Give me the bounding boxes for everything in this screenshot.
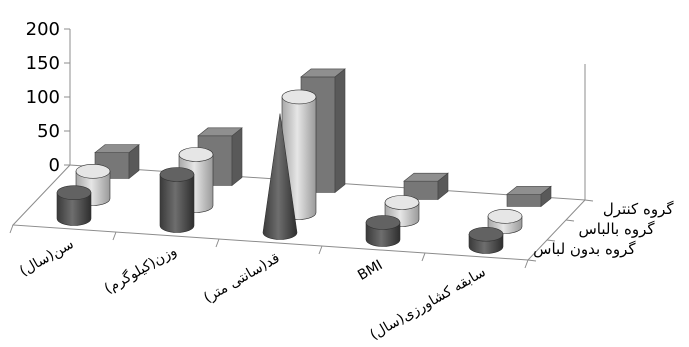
bar-cylinder	[262, 113, 298, 240]
y-tick-label: 100	[26, 87, 60, 108]
x-tick-mark	[9, 224, 14, 234]
bar-top-face	[403, 172, 449, 182]
bar-cylinder	[56, 185, 92, 226]
category-label: BMI	[355, 257, 385, 284]
bar-cylinder-top	[56, 185, 92, 200]
bar-cone-body	[262, 113, 298, 240]
x-tick-mark	[524, 259, 529, 269]
series-label: گروه کنترل	[603, 200, 675, 218]
series-label: گروه بدون لباس	[533, 240, 636, 258]
bar-cylinder-top	[487, 209, 523, 224]
depth-tick-mark	[546, 239, 556, 242]
bar-top-face	[94, 144, 140, 153]
bar-top-face	[506, 185, 552, 195]
bar-box	[403, 172, 449, 201]
bar-cylinder	[468, 226, 504, 254]
x-tick-mark	[421, 252, 426, 262]
y-tick-label: 50	[37, 121, 60, 142]
x-tick-mark	[112, 231, 117, 241]
bar-top-face	[197, 127, 243, 137]
axis-labels: 0 50 100 150 200 سن(سال) وزن(کیلوگرم) قد(سانتی …	[17, 19, 674, 343]
category-label: سابقه کشاورزی(سال)	[367, 264, 488, 343]
bar-cylinder-top	[365, 215, 401, 230]
y-tick-label: 200	[26, 19, 60, 40]
depth-tick-mark	[565, 219, 575, 222]
bar-cylinder-top	[281, 89, 317, 105]
depth-tick-mark	[584, 199, 594, 202]
y-tick-label: 150	[26, 53, 60, 74]
bar-side-face	[334, 68, 346, 194]
bar-cylinder	[487, 209, 523, 234]
chart-marks	[56, 68, 552, 254]
bar-box	[506, 185, 552, 208]
bar-cylinder-body	[159, 174, 195, 233]
bar-cylinder-top	[468, 226, 504, 242]
bar-cylinder-top	[75, 164, 111, 179]
depth-tick-mark	[527, 259, 537, 262]
category-label: سن(سال)	[17, 236, 77, 280]
bar-cylinder	[365, 215, 401, 247]
category-label: وزن(کیلوگرم)	[101, 242, 179, 297]
bar-cylinder-top	[159, 167, 195, 182]
bar-front-face	[506, 193, 542, 207]
x-tick-mark	[215, 238, 220, 248]
series-label: گروه بالباس	[578, 220, 655, 238]
bar-top-face	[300, 68, 346, 78]
bar-cylinder-body	[56, 192, 92, 226]
bar-cylinder-top	[384, 195, 420, 210]
floor-outline	[11, 164, 586, 261]
x-tick-mark	[318, 245, 323, 255]
bar-side-face	[231, 127, 243, 187]
category-label: قد(سانتی متر)	[201, 250, 282, 306]
bar-cylinder	[159, 167, 195, 233]
bar-cylinder-top	[178, 147, 214, 162]
y-tick-label: 0	[49, 155, 60, 176]
